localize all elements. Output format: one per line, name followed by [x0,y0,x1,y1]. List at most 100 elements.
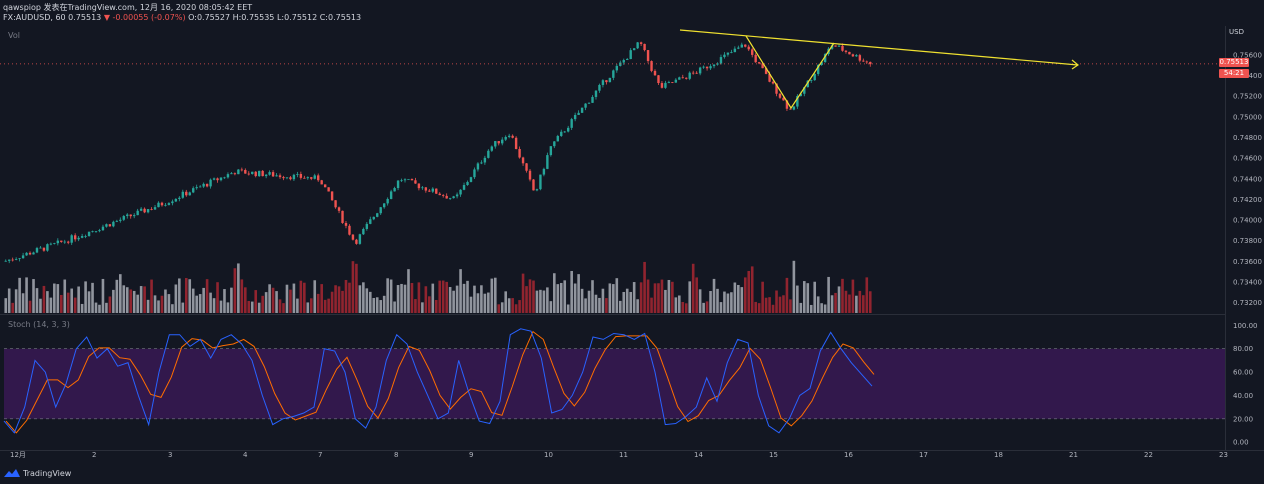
volume-bar [70,288,74,313]
volume-bar [650,297,653,313]
volume-bar [559,282,563,313]
volume-bar [632,282,636,313]
volume-bar [393,301,396,313]
candle [452,196,455,199]
volume-bar [320,284,323,313]
candle [129,214,132,217]
volume-bar [532,280,535,313]
volume-bar [480,285,483,313]
candle [563,131,566,133]
tradingview-logo-icon [4,469,20,477]
volume-bar [712,278,716,313]
volume-bar [171,304,174,313]
volume-bar [594,294,598,313]
date-tick: 8 [394,451,398,459]
volume-bar [32,279,35,313]
candle [244,169,247,174]
stoch-tick: 20.00 [1233,415,1253,423]
volume-bar [723,291,726,313]
candle [591,96,594,103]
volume-bar [646,279,650,313]
volume-bar [667,279,671,313]
volume-bar [303,282,306,313]
candle [851,54,855,57]
volume-bar [125,287,129,313]
price-tick: 0.74400 [1233,175,1262,183]
candle [601,80,605,85]
volume-bar [493,277,497,313]
candle [46,244,49,251]
volume-bar [823,304,827,313]
candle [91,231,94,233]
volume-bar [570,270,573,313]
bar-countdown-tag: 54:21 [1219,69,1249,78]
volume-bar [726,293,730,313]
candle [844,50,848,52]
volume-bar [21,293,25,313]
candle [816,65,820,74]
volume-bar [657,283,660,313]
date-tick: 16 [844,451,853,459]
candle [264,174,268,177]
candle [257,170,261,177]
pattern-drawing [745,35,835,110]
candle [671,81,674,83]
candle [646,50,650,62]
volume-bar [497,304,501,313]
candle [681,77,684,79]
volume-bar [459,269,462,313]
volume-bar [598,297,601,313]
volume-bar [580,288,584,313]
volume-bar [841,278,844,313]
candle [445,195,448,199]
candle [803,87,806,94]
price-tick: 0.75600 [1233,51,1262,59]
volume-bar [278,299,282,313]
candle [716,63,719,65]
candle [251,171,254,174]
volume-bar [608,283,612,313]
candle [56,240,60,244]
volume-bar [868,291,872,313]
candle [494,141,497,147]
candle [573,114,577,120]
candle [178,197,181,199]
volume-bar [747,270,751,313]
candle [396,180,400,189]
candle [146,209,150,213]
candle [435,188,438,194]
volume-bar [87,291,91,313]
candle [785,100,789,109]
candle [167,203,171,205]
stoch-tick: 40.00 [1233,392,1253,400]
volume-bar [400,283,403,313]
date-tick: 17 [919,451,928,459]
volume-bar [344,279,348,313]
volume-bar [827,276,830,313]
candle [813,73,816,81]
candle [737,47,740,49]
volume-bar [63,279,67,313]
volume-bar [28,300,32,313]
candle [369,219,372,224]
volume-bar [115,279,119,313]
volume-bar [862,295,865,313]
price-tick: 0.73800 [1233,237,1262,245]
volume-bar [358,285,362,313]
volume-bar [105,302,108,313]
brand-text: TradingView [23,469,72,478]
volume-bar [351,261,355,313]
candle [615,65,619,71]
date-tick: 3 [168,451,172,459]
candle [136,210,139,216]
volume-bar [521,273,525,313]
candle [63,241,66,243]
date-tick: 9 [469,451,473,459]
candle [233,173,237,175]
candle [296,173,299,175]
candle [87,231,91,236]
volume-bar [737,284,740,313]
volume-bar [233,268,237,313]
volume-bar [525,286,528,313]
